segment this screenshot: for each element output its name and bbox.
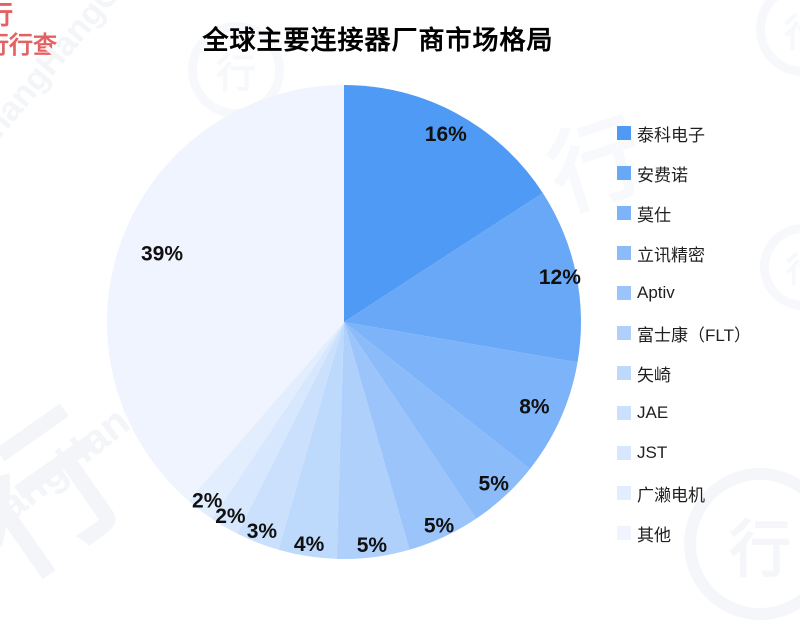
legend-swatch [617,406,631,420]
pie-slice-10 [106,85,344,501]
legend-item-9: 广濑电机 [617,480,751,506]
legend-label: 富士康（FLT） [637,325,751,345]
legend-label: 立讯精密 [637,245,705,265]
slice-value-label: 3% [247,520,278,543]
legend-label: JAE [637,403,669,422]
slice-value-label: 2% [215,505,246,528]
slice-value-label: 5% [357,534,388,557]
legend-swatch [617,126,631,140]
legend-item-4: Aptiv [617,280,751,306]
legend-item-1: 安费诺 [617,160,751,186]
slice-value-label: 12% [539,266,581,289]
legend-item-7: JAE [617,400,751,426]
chart-title: 全球主要连接器厂商市场格局 [202,25,554,55]
legend-swatch [617,286,631,300]
slice-value-label: 39% [141,243,183,266]
legend-label: JST [637,443,668,462]
legend-item-10: 其他 [617,520,751,546]
pie-slice-5 [336,322,410,560]
legend-swatch [617,526,631,540]
slice-value-label: 4% [294,533,325,556]
legend: 泰科电子安费诺莫仕立讯精密 Aptiv 富士康（FLT） 矢崎 JAE JST 广濑电机其他 [617,120,751,560]
legend-swatch [617,206,631,220]
legend-item-3: 立讯精密 [617,240,751,266]
legend-label: 泰科电子 [637,125,705,145]
legend-item-8: JST [617,440,751,466]
legend-swatch [617,246,631,260]
slice-value-label: 5% [424,515,455,538]
legend-label: 矢崎 [637,365,671,385]
slice-value-label: 16% [425,123,467,146]
legend-item-5: 富士康（FLT） [617,320,751,346]
slice-value-label: 8% [519,396,550,419]
pie-slice-6 [278,322,344,559]
pie-slice-9 [188,322,344,519]
legend-item-2: 莫仕 [617,200,751,226]
pie-slice-1 [344,193,582,363]
legend-label: 广濑电机 [637,485,705,505]
pie-slice-4 [344,322,477,550]
legend-label: Aptiv [637,283,675,302]
legend-item-6: 矢崎 [617,360,751,386]
legend-swatch [617,486,631,500]
legend-swatch [617,366,631,380]
legend-label: 莫仕 [637,205,671,225]
legend-swatch [617,326,631,340]
pie-slice-7 [237,322,344,550]
pie-chart: 16%12%8%5%5%5%4%3%2%2%39% [106,85,582,560]
legend-swatch [617,446,631,460]
legend-label: 安费诺 [637,165,688,185]
legend-label: 其他 [637,525,671,545]
pie-slice-2 [344,322,578,469]
pie-slice-8 [211,322,344,534]
legend-swatch [617,166,631,180]
pie-slice-0 [344,85,543,322]
legend-item-0: 泰科电子 [617,120,751,146]
slice-value-label: 5% [479,472,510,495]
slice-value-label: 2% [192,489,223,512]
pie-slice-3 [344,322,530,519]
